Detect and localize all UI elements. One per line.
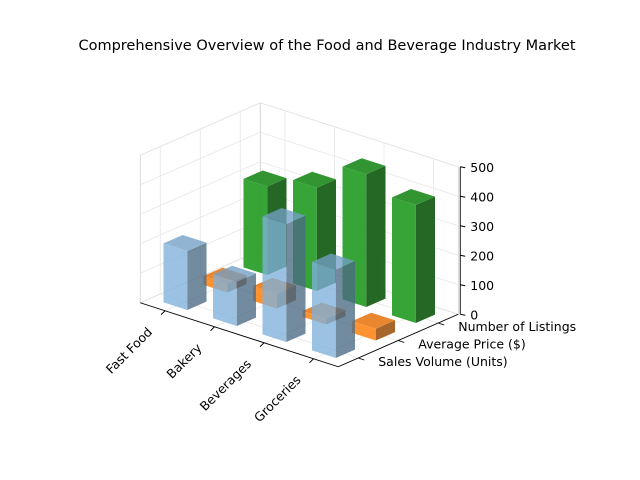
- bar-side-face: [415, 196, 435, 323]
- chart-title: Comprehensive Overview of the Food and B…: [78, 38, 575, 54]
- z-tick-mark: [460, 254, 466, 257]
- bar-top-face: [392, 189, 435, 205]
- x-tick-mark: [160, 310, 166, 316]
- bar-front-face: [213, 274, 237, 326]
- bar-groceries-series-2: [392, 189, 435, 323]
- bar-fast-food-series-0: [163, 235, 207, 310]
- bar-front-face: [243, 178, 268, 275]
- z-tick-mark: [460, 225, 466, 228]
- bar-beverages-series-2: [342, 158, 386, 307]
- bar-side-face: [236, 273, 256, 326]
- z-tick-label: 100: [470, 278, 494, 293]
- y-tick-mark: [398, 340, 405, 343]
- x-tick-mark: [210, 326, 215, 332]
- x-tick-mark: [309, 358, 314, 364]
- bar-side-face: [187, 242, 207, 310]
- bar-top-face: [352, 312, 395, 329]
- y-tick-label: Number of Listings: [458, 319, 576, 334]
- x-tick-label: Bakery: [163, 340, 205, 382]
- y-tick-mark: [358, 357, 365, 361]
- bar-front-face: [312, 261, 336, 358]
- bar-top-face: [262, 208, 306, 224]
- bar-side-face: [366, 165, 386, 307]
- z-tick-mark: [460, 166, 466, 169]
- z-tick-label: 400: [470, 189, 494, 204]
- bar-top-face: [243, 170, 287, 187]
- z-tick-label: 200: [470, 248, 494, 263]
- z-tick-label: 300: [470, 219, 494, 234]
- bar-top-face: [163, 235, 207, 251]
- bar-beverages-series-0: [262, 208, 306, 342]
- x-axis-line: [140, 302, 339, 368]
- z-tick-label: 500: [470, 160, 494, 175]
- bar-top-face: [312, 253, 355, 270]
- bar-groceries-series-1: [352, 312, 395, 341]
- bar-groceries-series-0: [312, 253, 355, 358]
- bar-front-face: [262, 216, 287, 342]
- bar-top-face: [342, 158, 386, 175]
- grid-line-z: [140, 102, 459, 168]
- z-tick-mark: [460, 313, 466, 316]
- z-tick-mark: [460, 195, 466, 198]
- bar-side-face: [286, 215, 306, 342]
- bar-side-face: [335, 261, 355, 358]
- bar-top-face: [293, 171, 336, 188]
- x-tick-mark: [259, 342, 265, 348]
- x-tick-label: Beverages: [197, 356, 254, 413]
- bar-side-face: [375, 320, 395, 341]
- y-tick-label: Average Price ($): [418, 337, 525, 352]
- bar-front-face: [392, 197, 416, 323]
- grid-line-z: [140, 131, 459, 197]
- y-tick-label: Sales Volume (Units): [378, 354, 507, 369]
- x-tick-label: Fast Food: [103, 324, 155, 376]
- bar-front-face: [352, 321, 376, 341]
- z-tick-mark: [460, 284, 466, 287]
- bar-bakery-series-0: [213, 265, 256, 326]
- x-tick-label: Groceries: [251, 372, 304, 425]
- axis-lines: [140, 166, 466, 368]
- y-tick-mark: [438, 322, 445, 326]
- bar-top-face: [213, 265, 256, 282]
- bar-group: [163, 158, 435, 358]
- bar-front-face: [163, 243, 188, 310]
- z-tick-label: 0: [470, 307, 478, 322]
